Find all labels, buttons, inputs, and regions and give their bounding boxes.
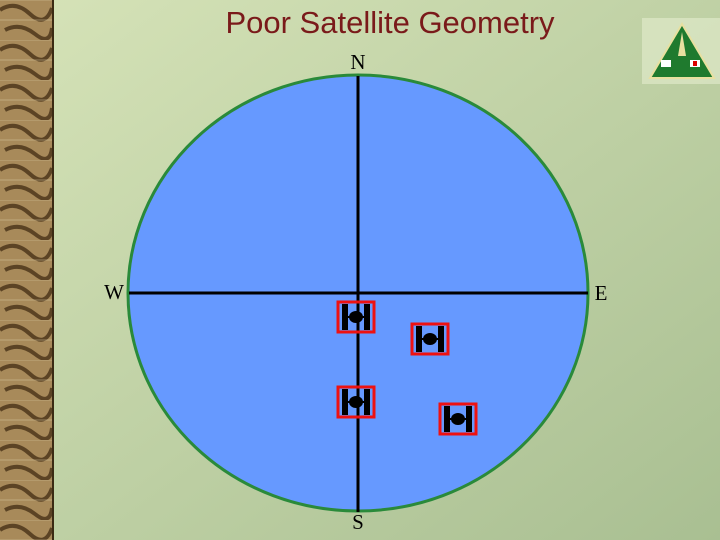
title: Poor Satellite Geometry bbox=[225, 5, 555, 40]
west-label: W bbox=[104, 280, 124, 304]
south-label: S bbox=[352, 510, 364, 534]
east-label: E bbox=[595, 281, 608, 305]
map-strip bbox=[0, 0, 52, 540]
north-label: N bbox=[350, 50, 365, 74]
logo bbox=[642, 18, 720, 84]
